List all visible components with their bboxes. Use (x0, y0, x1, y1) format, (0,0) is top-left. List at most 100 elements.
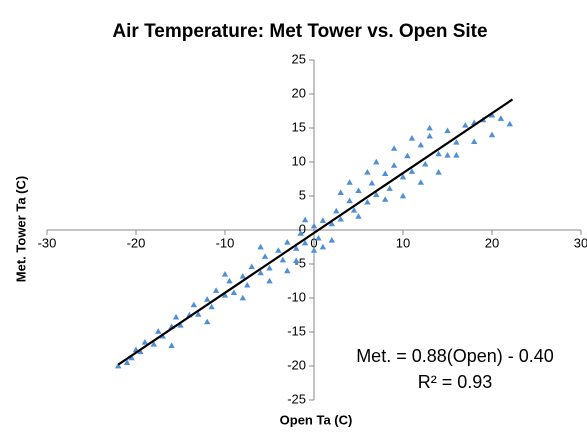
point (386, 185, 393, 191)
point (155, 328, 162, 334)
x-tick-label: 20 (485, 235, 499, 250)
point (404, 152, 411, 159)
point (293, 257, 300, 263)
point (462, 122, 469, 128)
point (239, 273, 246, 279)
point (355, 213, 362, 219)
y-tick-label: 0 (299, 221, 306, 236)
point (408, 168, 416, 174)
point (471, 138, 478, 144)
point (266, 264, 273, 271)
point (275, 247, 282, 253)
point (150, 341, 157, 347)
point (422, 160, 429, 167)
point (435, 169, 442, 175)
point (248, 263, 255, 270)
point (453, 139, 460, 145)
point (497, 115, 505, 121)
point (261, 253, 269, 259)
point (346, 197, 353, 204)
point (315, 234, 322, 241)
point (226, 277, 233, 284)
y-tick-label: -15 (287, 323, 306, 338)
point (390, 162, 398, 168)
point (230, 289, 238, 295)
x-tick-label: 10 (396, 235, 410, 250)
point (488, 131, 496, 138)
trendline (117, 98, 514, 366)
y-tick-label: 15 (292, 119, 306, 134)
point (319, 217, 327, 223)
point (350, 207, 358, 213)
r-squared: R² = 0.93 (418, 372, 493, 392)
point (123, 359, 131, 365)
point (355, 187, 362, 193)
point (337, 215, 344, 222)
x-tick-label: 0 (310, 235, 317, 250)
x-axis-label: Open Ta (C) (280, 412, 353, 427)
point (284, 239, 291, 245)
point (141, 339, 149, 345)
point (266, 277, 273, 284)
x-tick-label: -10 (216, 235, 235, 250)
point (212, 287, 220, 293)
equation: Met. = 0.88(Open) - 0.40 (356, 346, 554, 366)
point (177, 322, 184, 328)
point (301, 239, 309, 246)
point (115, 362, 122, 369)
y-tick-label: -5 (294, 255, 306, 270)
y-tick-label: -10 (287, 289, 306, 304)
point (399, 192, 407, 199)
point (453, 152, 460, 158)
point (328, 237, 335, 243)
x-tick-label: -20 (127, 235, 146, 250)
point (168, 342, 175, 348)
point (390, 145, 398, 151)
point (319, 243, 327, 250)
point (257, 243, 264, 250)
point (257, 269, 264, 276)
y-tick-label: 20 (292, 85, 306, 100)
point (399, 173, 407, 180)
point (364, 169, 371, 175)
point (417, 179, 424, 185)
y-tick-label: 5 (299, 187, 306, 202)
point (301, 216, 309, 223)
point (444, 127, 451, 134)
point (239, 294, 246, 301)
point (137, 348, 144, 355)
point (297, 230, 304, 236)
point (444, 152, 451, 158)
point (221, 271, 229, 277)
y-axis-label: Met. Tower Ta (C) (13, 176, 28, 282)
point (426, 124, 433, 131)
point (244, 281, 251, 288)
point (488, 111, 496, 118)
point (333, 207, 340, 214)
point (195, 311, 202, 317)
point (368, 179, 376, 186)
point (279, 256, 287, 263)
y-tick-label: -25 (287, 391, 306, 406)
x-tick-label: 30 (574, 235, 587, 250)
point (221, 292, 229, 298)
point (426, 132, 433, 139)
point (172, 313, 180, 320)
point (337, 189, 344, 195)
y-tick-label: 25 (292, 51, 306, 66)
point (310, 247, 318, 253)
point (208, 303, 215, 310)
point (293, 245, 300, 251)
point (408, 135, 416, 141)
point (190, 301, 198, 308)
point (435, 150, 442, 157)
point (310, 222, 318, 229)
point (284, 267, 291, 274)
point (204, 296, 211, 302)
point (204, 318, 211, 325)
point (382, 196, 389, 202)
point (128, 354, 135, 361)
point (382, 170, 389, 176)
point (328, 220, 335, 227)
